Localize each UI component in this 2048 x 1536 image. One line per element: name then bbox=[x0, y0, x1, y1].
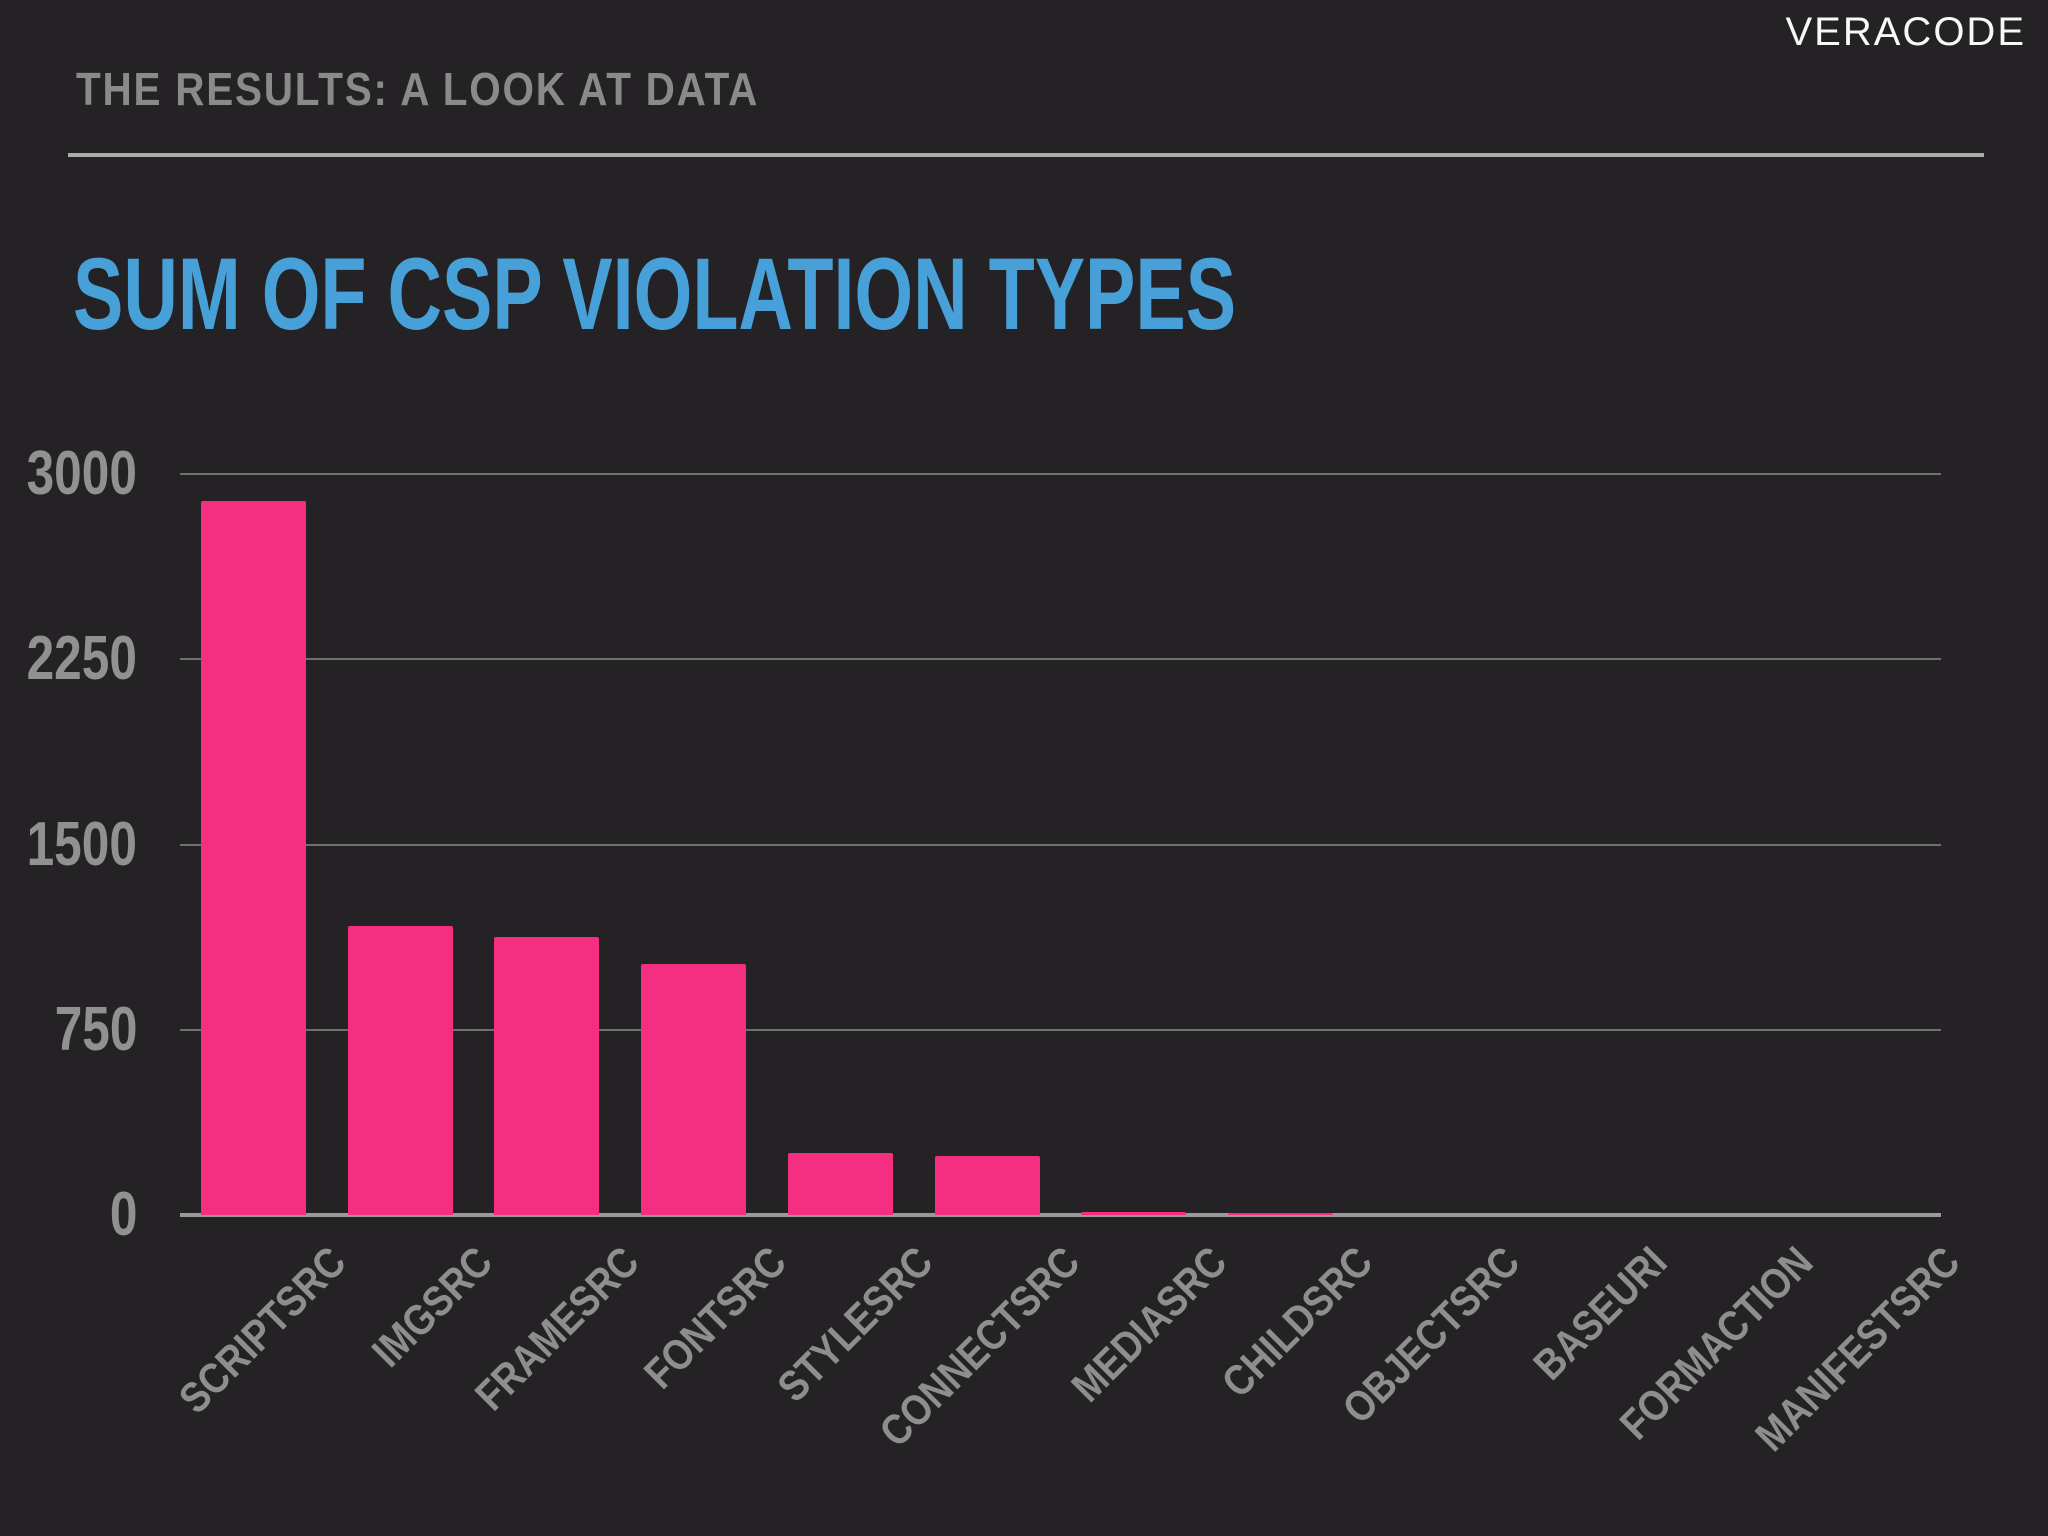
y-tick-label-0: 0 bbox=[109, 1180, 137, 1249]
bar-fontsrc bbox=[641, 964, 746, 1215]
bar-childsrc bbox=[1228, 1213, 1333, 1215]
gridline-1500 bbox=[180, 843, 1941, 846]
header-divider bbox=[68, 153, 1984, 157]
bar-scriptsrc bbox=[201, 501, 306, 1215]
x-axis-line bbox=[180, 1213, 1941, 1217]
bar-framesrc bbox=[494, 937, 599, 1215]
y-tick-label-1500: 1500 bbox=[26, 809, 137, 879]
y-tick-label-2250: 2250 bbox=[26, 624, 137, 694]
y-tick-label-3000: 3000 bbox=[26, 439, 137, 508]
x-category-label-imgsrc: IMGSRC bbox=[363, 1237, 502, 1377]
bar-imgsrc bbox=[348, 926, 453, 1215]
slide-kicker: THE RESULTS: A LOOK AT DATA bbox=[76, 63, 760, 115]
bar-connectsrc bbox=[935, 1156, 1040, 1215]
gridline-750 bbox=[180, 1028, 1941, 1031]
y-tick-label-750: 750 bbox=[54, 994, 137, 1064]
x-category-label-baseuri: BASEURI bbox=[1524, 1237, 1676, 1390]
gridline-2250 bbox=[180, 658, 1941, 661]
x-category-label-mediasrc: MEDIASRC bbox=[1062, 1237, 1236, 1412]
gridline-3000 bbox=[180, 473, 1941, 475]
bar-mediasrc bbox=[1081, 1212, 1186, 1215]
x-category-label-fontsrc: FONTSRC bbox=[635, 1237, 796, 1399]
veracode-logo: VERACODE bbox=[1785, 10, 2026, 54]
chart-title: SUM OF CSP VIOLATION TYPES bbox=[73, 237, 1237, 351]
x-category-label-scriptsrc: SCRIPTSRC bbox=[170, 1237, 356, 1423]
bar-stylesrc bbox=[788, 1153, 893, 1215]
